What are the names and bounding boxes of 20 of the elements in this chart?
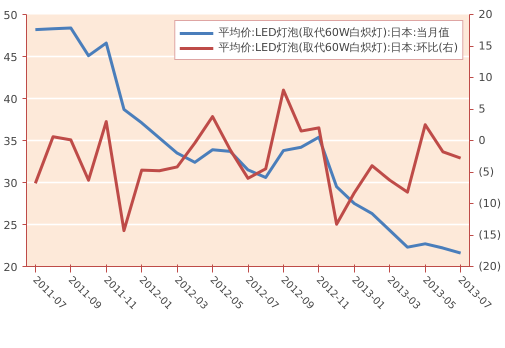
y2-tick-label: 5 [478, 102, 486, 116]
y-tick-label: 25 [4, 219, 18, 232]
y-tick-label: 40 [4, 93, 18, 106]
y-tick-label: 45 [4, 51, 18, 64]
y2-tick-label: 15 [478, 40, 492, 52]
y-tick-label: 50 [4, 9, 18, 22]
y2-tick-label: (15) [478, 228, 502, 242]
y2-tick-label: 0 [478, 134, 486, 147]
y2-tick-label: 20 [478, 8, 492, 21]
line-series [34, 26, 462, 255]
legend-label: 平均价:LED灯泡(取代60W白炽灯):日本:环比(右) [218, 40, 458, 55]
y2-tick-label: (10) [478, 197, 502, 210]
legend-label: 平均价:LED灯泡(取代60W白炽灯):日本:当月值 [218, 25, 450, 40]
y-tick-label: 20 [4, 261, 18, 274]
line-series [34, 88, 462, 232]
y-tick-label: 35 [4, 135, 18, 148]
y2-tick-label: (20) [478, 260, 502, 273]
y2-tick-label: 10 [478, 71, 492, 84]
y-tick-label: 30 [4, 177, 18, 190]
y2-tick-label: (5) [478, 166, 494, 178]
